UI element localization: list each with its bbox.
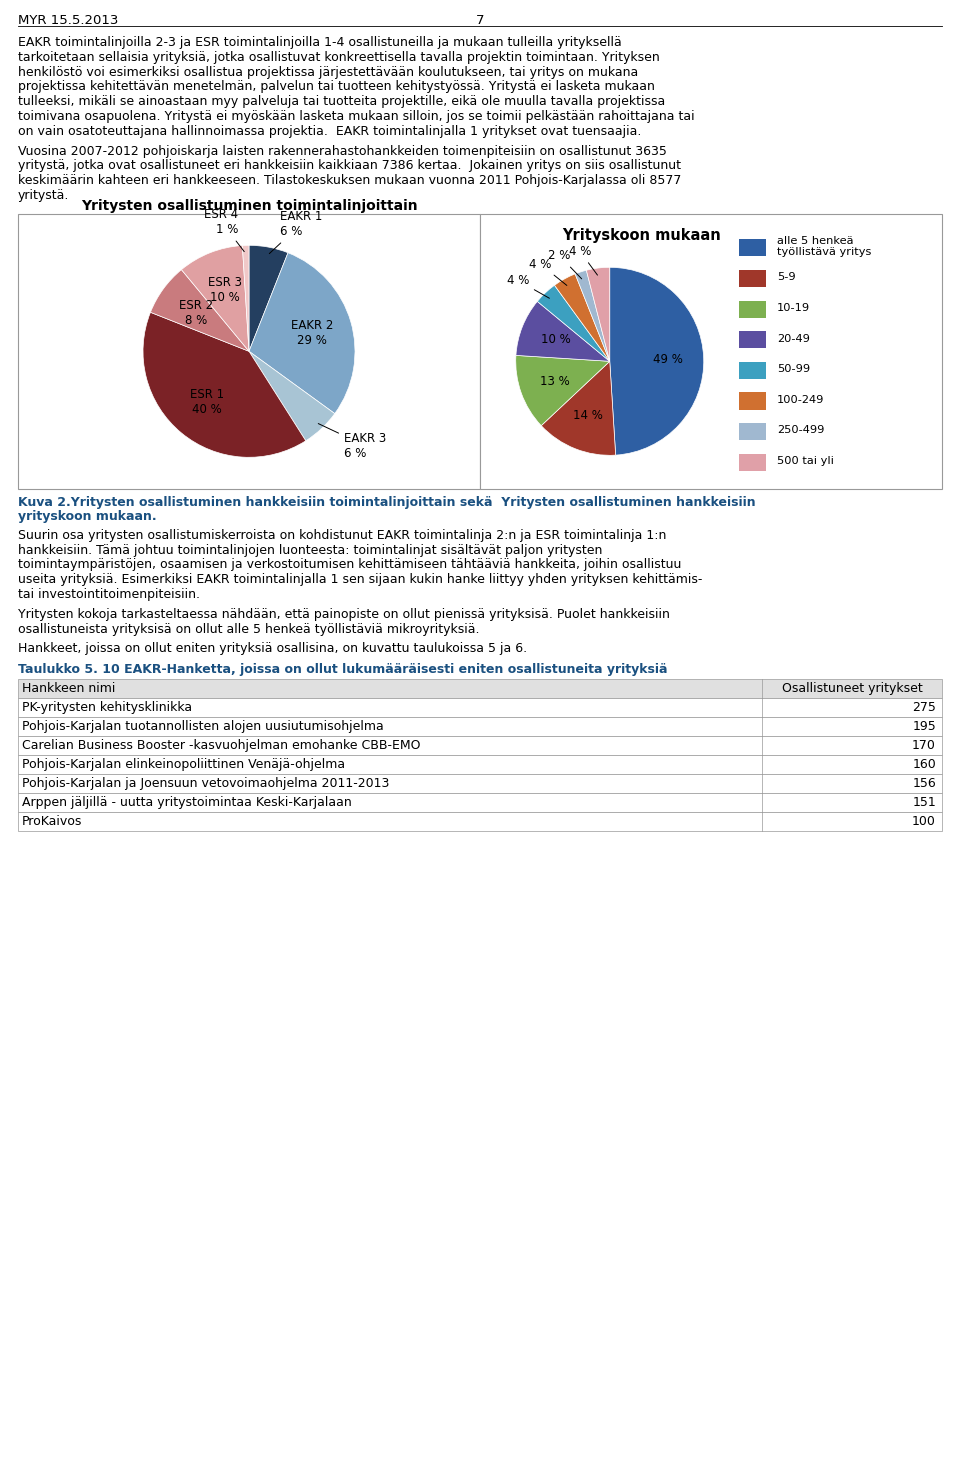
Text: 4 %: 4 % [507, 274, 549, 299]
Bar [18, 679, 942, 698]
Text: toimivana osapuolena. Yritystä ei myöskään lasketa mukaan silloin, jos se toimii: toimivana osapuolena. Yritystä ei myöskä… [18, 109, 695, 122]
Text: 10 %: 10 % [540, 334, 570, 347]
Text: Pohjois-Karjalan ja Joensuun vetovoimaohjelma 2011-2013: Pohjois-Karjalan ja Joensuun vetovoimaoh… [22, 777, 390, 790]
FancyBboxPatch shape [18, 214, 480, 488]
Text: 100-249: 100-249 [777, 395, 825, 405]
Text: Yrityskoon mukaan: Yrityskoon mukaan [563, 227, 721, 243]
Bar [18, 774, 942, 793]
Text: 7: 7 [476, 15, 484, 28]
Bar [739, 392, 766, 409]
Wedge shape [242, 245, 249, 351]
Text: PK-yritysten kehitysklinikka: PK-yritysten kehitysklinikka [22, 701, 192, 714]
Text: 170: 170 [912, 739, 936, 752]
Text: Hankkeen nimi: Hankkeen nimi [22, 682, 115, 695]
Text: hankkeisiin. Tämä johtuu toimintalinjojen luonteesta: toimintalinjat sisältävät : hankkeisiin. Tämä johtuu toimintalinjoje… [18, 543, 602, 557]
Bar [739, 300, 766, 318]
Text: 14 %: 14 % [573, 409, 603, 423]
Bar [18, 793, 942, 812]
Text: EAKR 1
6 %: EAKR 1 6 % [270, 210, 322, 254]
Text: 49 %: 49 % [653, 353, 683, 366]
Text: projektissa kehitettävän menetelmän, palvelun tai tuotteen kehitystyössä. Yritys: projektissa kehitettävän menetelmän, pal… [18, 80, 655, 93]
Wedge shape [516, 302, 610, 361]
Text: EAKR 3
6 %: EAKR 3 6 % [319, 424, 386, 459]
Text: alle 5 henkeä
työllistävä yritys: alle 5 henkeä työllistävä yritys [777, 236, 872, 258]
Wedge shape [516, 356, 610, 425]
Text: ProKaivos: ProKaivos [22, 814, 83, 828]
Text: Kuva 2.Yritysten osallistuminen hankkeisiin toimintalinjoittain sekä  Yritysten : Kuva 2.Yritysten osallistuminen hankkeis… [18, 495, 756, 508]
Text: 275: 275 [912, 701, 936, 714]
Text: 160: 160 [912, 758, 936, 771]
Text: Suurin osa yritysten osallistumiskerroista on kohdistunut EAKR toimintalinja 2:n: Suurin osa yritysten osallistumiskerrois… [18, 529, 666, 542]
Bar [739, 239, 766, 256]
Bar [18, 736, 942, 755]
Text: useita yrityksiä. Esimerkiksi EAKR toimintalinjalla 1 sen sijaan kukin hanke lii: useita yrityksiä. Esimerkiksi EAKR toimi… [18, 573, 703, 586]
Wedge shape [249, 252, 355, 414]
Text: Taulukko 5. 10 EAKR-Hanketta, joissa on ollut lukumääräisesti eniten osallistune: Taulukko 5. 10 EAKR-Hanketta, joissa on … [18, 663, 667, 676]
Text: henkilöstö voi esimerkiksi osallistua projektissa järjestettävään koulutukseen, : henkilöstö voi esimerkiksi osallistua pr… [18, 66, 638, 79]
Wedge shape [249, 351, 335, 441]
Text: toimintaympäristöjen, osaamisen ja verkostoitumisen kehittämiseen tähtääviä hank: toimintaympäristöjen, osaamisen ja verko… [18, 558, 682, 571]
Text: tulleeksi, mikäli se ainoastaan myy palveluja tai tuotteita projektille, eikä ol: tulleeksi, mikäli se ainoastaan myy palv… [18, 95, 665, 108]
Text: ESR 4
1 %: ESR 4 1 % [204, 208, 244, 252]
Bar [739, 331, 766, 348]
Text: Osallistuneet yritykset: Osallistuneet yritykset [781, 682, 923, 695]
Text: 20-49: 20-49 [777, 334, 809, 344]
Wedge shape [151, 270, 249, 351]
Text: Pohjois-Karjalan elinkeinopoliittinen Venäjä-ohjelma: Pohjois-Karjalan elinkeinopoliittinen Ve… [22, 758, 346, 771]
Text: yritystä.: yritystä. [18, 189, 69, 203]
Text: Pohjois-Karjalan tuotannollisten alojen uusiutumisohjelma: Pohjois-Karjalan tuotannollisten alojen … [22, 720, 384, 733]
Text: Yritysten kokoja tarkasteltaessa nähdään, että painopiste on ollut pienissä yrit: Yritysten kokoja tarkasteltaessa nähdään… [18, 608, 670, 621]
Text: 10-19: 10-19 [777, 303, 810, 313]
Bar [18, 812, 942, 830]
Text: 195: 195 [912, 720, 936, 733]
Text: on vain osatoteuttajana hallinnoimassa projektia.  EAKR toimintalinjalla 1 yrity: on vain osatoteuttajana hallinnoimassa p… [18, 125, 641, 138]
Text: keskimäärin kahteen eri hankkeeseen. Tilastokeskuksen mukaan vuonna 2011 Pohjois: keskimäärin kahteen eri hankkeeseen. Til… [18, 175, 682, 186]
Text: 2 %: 2 % [548, 249, 582, 278]
Title: Yritysten osallistuminen toimintalinjoittain: Yritysten osallistuminen toimintalinjoit… [81, 200, 418, 214]
Text: 151: 151 [912, 796, 936, 809]
Text: ESR 1
40 %: ESR 1 40 % [190, 388, 225, 415]
Wedge shape [541, 361, 615, 455]
Text: 500 tai yli: 500 tai yli [777, 456, 833, 466]
Text: EAKR 2
29 %: EAKR 2 29 % [291, 319, 333, 347]
Wedge shape [587, 267, 610, 361]
Text: 13 %: 13 % [540, 374, 570, 388]
Text: yritystä, jotka ovat osallistuneet eri hankkeisiin kaikkiaan 7386 kertaa.  Jokai: yritystä, jotka ovat osallistuneet eri h… [18, 159, 681, 172]
Text: osallistuneista yrityksisä on ollut alle 5 henkeä työllistäviä mikroyrityksiä.: osallistuneista yrityksisä on ollut alle… [18, 622, 479, 635]
Text: 5-9: 5-9 [777, 272, 796, 283]
Wedge shape [610, 267, 704, 455]
Bar [18, 755, 942, 774]
Text: tarkoitetaan sellaisia yrityksiä, jotka osallistuvat konkreettisella tavalla pro: tarkoitetaan sellaisia yrityksiä, jotka … [18, 51, 660, 64]
Text: tai investointitoimenpiteisiin.: tai investointitoimenpiteisiin. [18, 589, 200, 600]
Text: Hankkeet, joissa on ollut eniten yrityksiä osallisina, on kuvattu taulukoissa 5 : Hankkeet, joissa on ollut eniten yrityks… [18, 643, 527, 656]
Text: Vuosina 2007-2012 pohjoiskarja laisten rakennerahastohankkeiden toimenpiteisiin : Vuosina 2007-2012 pohjoiskarja laisten r… [18, 144, 667, 157]
Wedge shape [181, 246, 249, 351]
Text: 156: 156 [912, 777, 936, 790]
Text: 4 %: 4 % [568, 245, 597, 275]
FancyBboxPatch shape [480, 214, 942, 488]
Text: Arppen jäljillä - uutta yritystoimintaa Keski-Karjalaan: Arppen jäljillä - uutta yritystoimintaa … [22, 796, 351, 809]
Wedge shape [538, 286, 610, 361]
Text: MYR 15.5.2013: MYR 15.5.2013 [18, 15, 118, 28]
Bar [739, 361, 766, 379]
Text: ESR 3
10 %: ESR 3 10 % [207, 277, 242, 305]
Bar [739, 453, 766, 471]
Bar [739, 423, 766, 440]
Bar [739, 270, 766, 287]
Text: 4 %: 4 % [529, 258, 566, 286]
Wedge shape [249, 245, 288, 351]
Text: Carelian Business Booster -kasvuohjelman emohanke CBB-EMO: Carelian Business Booster -kasvuohjelman… [22, 739, 420, 752]
Bar [18, 717, 942, 736]
Bar [18, 698, 942, 717]
Text: ESR 2
8 %: ESR 2 8 % [179, 299, 213, 326]
Text: 100: 100 [912, 814, 936, 828]
Wedge shape [575, 270, 610, 361]
Text: EAKR toimintalinjoilla 2-3 ja ESR toimintalinjoilla 1-4 osallistuneilla ja mukaa: EAKR toimintalinjoilla 2-3 ja ESR toimin… [18, 36, 622, 50]
Text: 50-99: 50-99 [777, 364, 810, 374]
Text: 250-499: 250-499 [777, 425, 825, 436]
Wedge shape [143, 312, 306, 457]
Wedge shape [555, 274, 610, 361]
Text: yrityskoon mukaan.: yrityskoon mukaan. [18, 510, 156, 523]
